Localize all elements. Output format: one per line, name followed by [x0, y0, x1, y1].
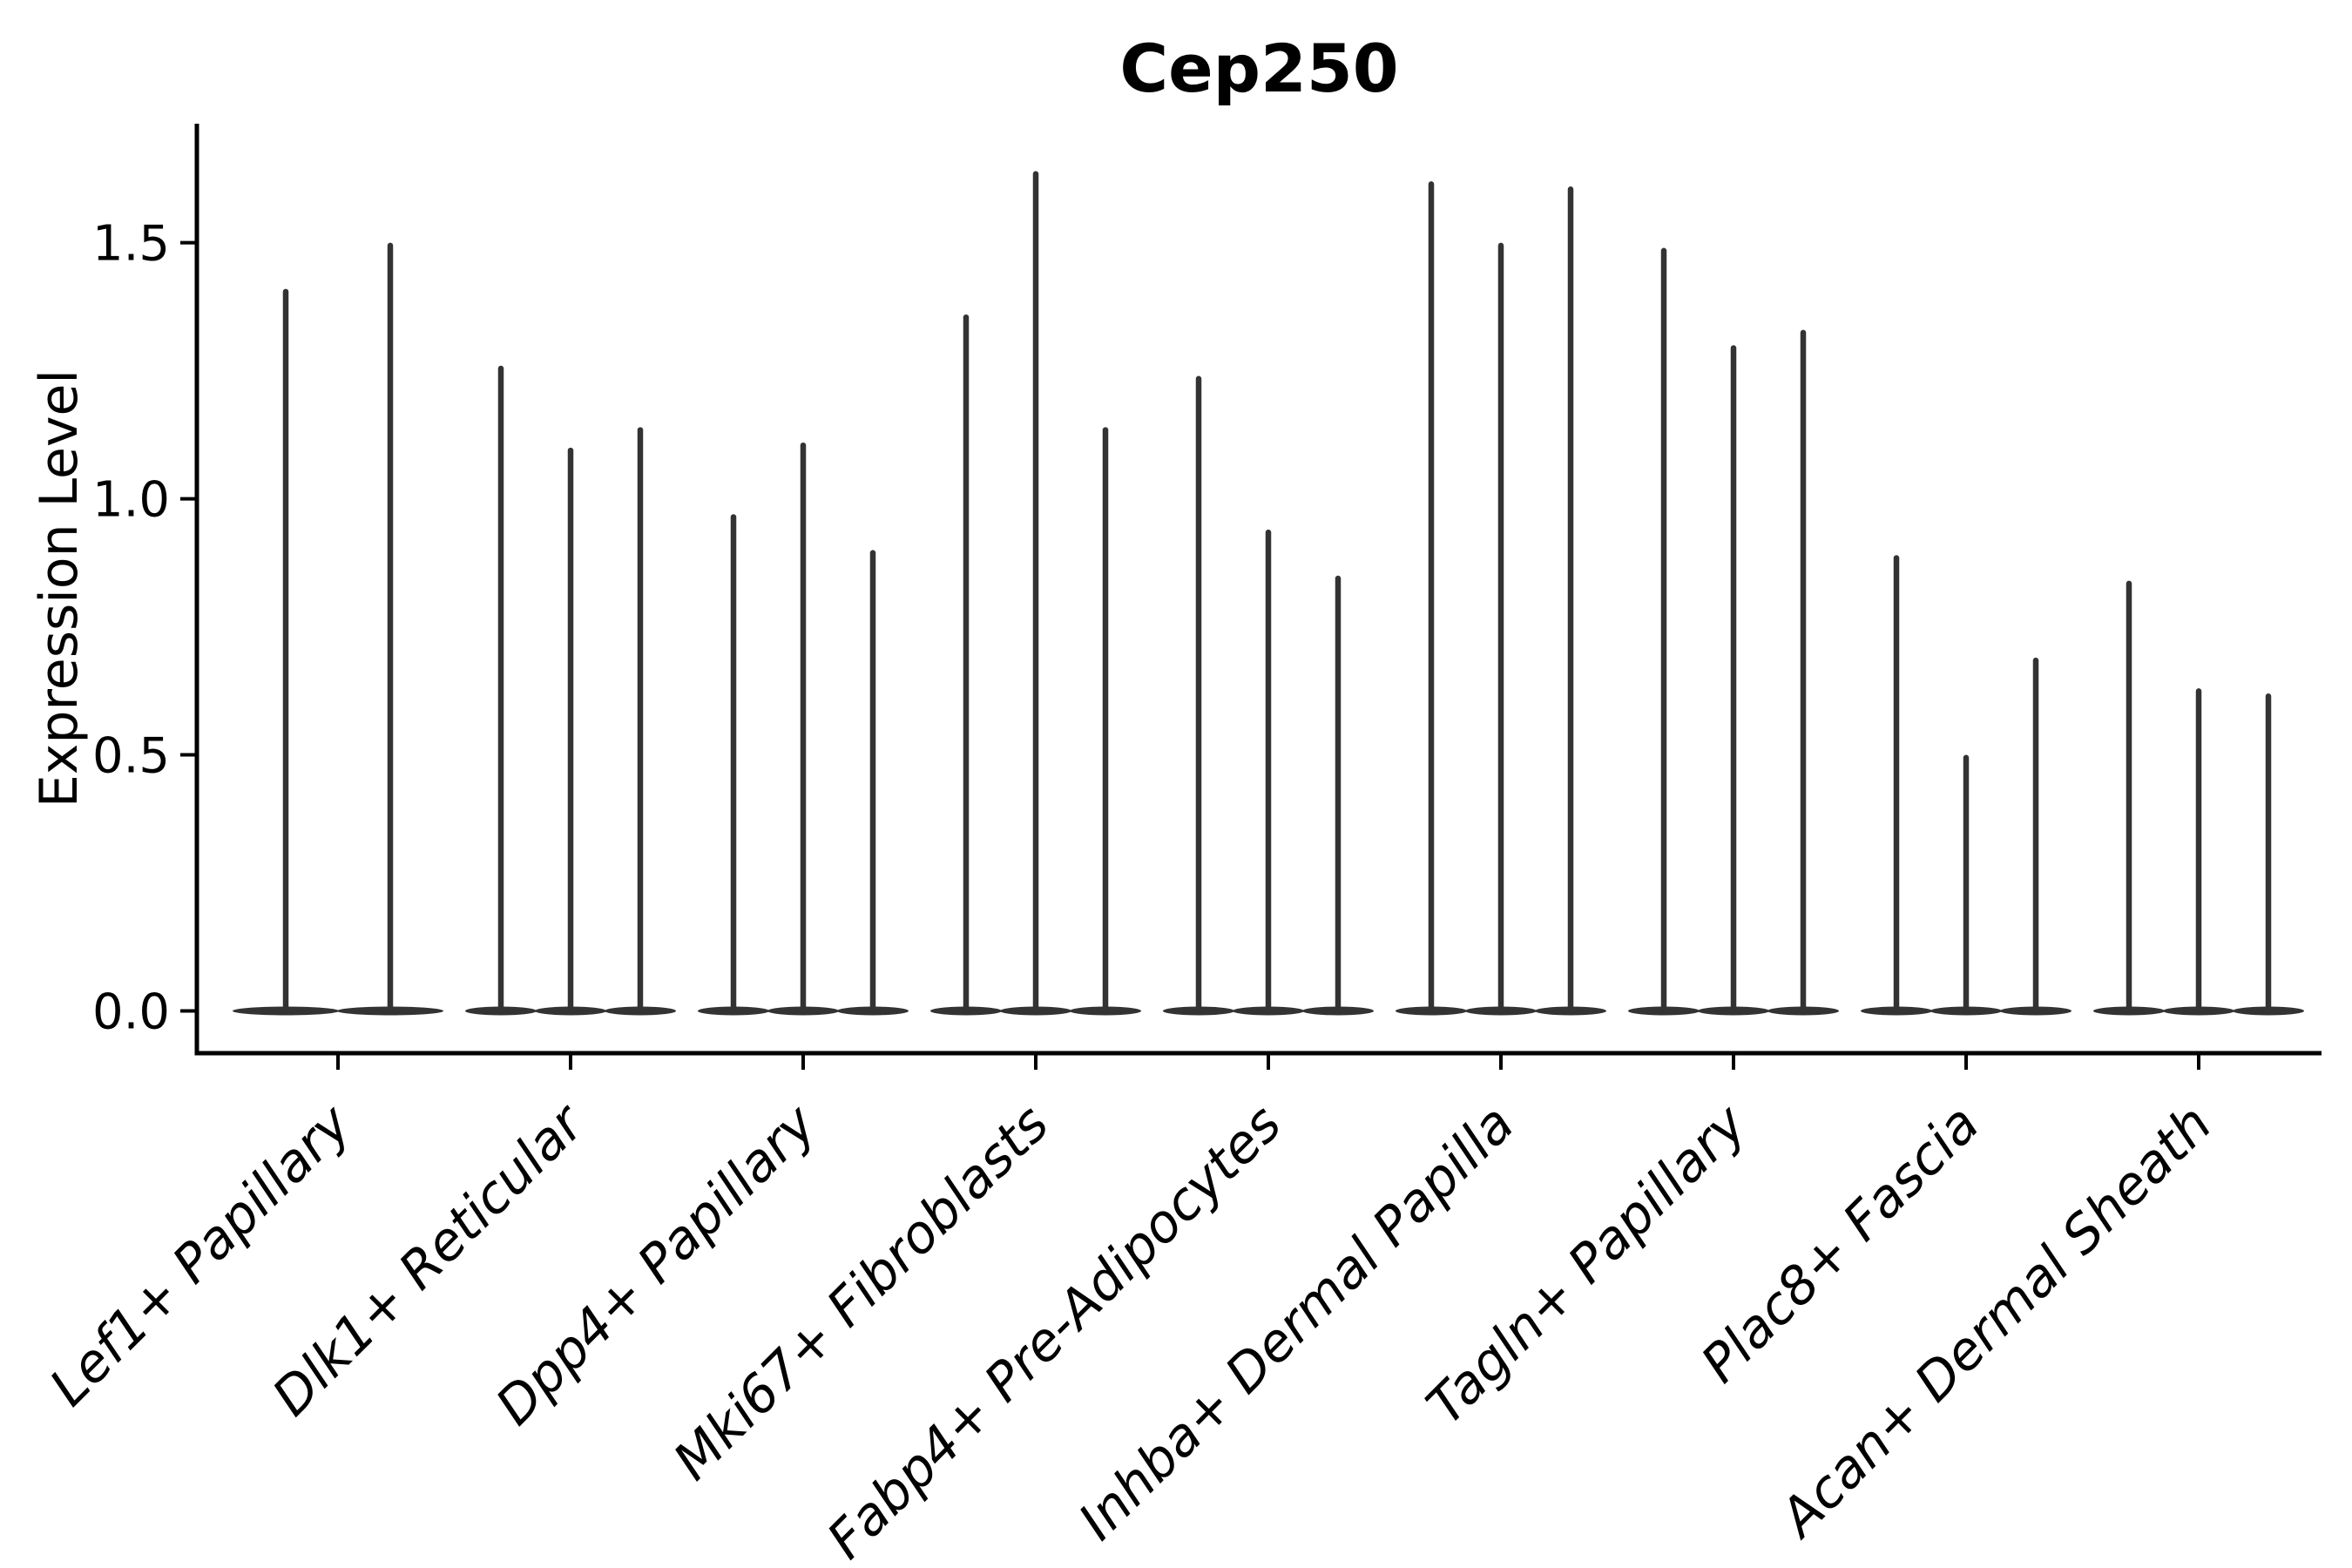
- violin-needle: [963, 314, 970, 1011]
- violin-needle: [1567, 186, 1574, 1011]
- violin-needle: [282, 288, 289, 1011]
- violin-needle: [1730, 345, 1737, 1011]
- violin-group: [1861, 555, 2072, 1016]
- violin-needle: [1660, 247, 1667, 1011]
- violin-needle: [2265, 693, 2272, 1011]
- violin-needle: [497, 365, 504, 1011]
- violin-needle: [1497, 242, 1504, 1011]
- x-tick-label: Mki67+ Fibroblasts: [662, 1093, 1061, 1492]
- violin-needle: [1800, 329, 1807, 1011]
- y-axis-label: Expression Level: [29, 369, 90, 808]
- violin-needle: [567, 447, 574, 1011]
- violin-group: [465, 365, 676, 1016]
- y-tick-label: 1.0: [92, 472, 170, 529]
- violin-needle: [1335, 575, 1342, 1011]
- violin-group: [1163, 375, 1374, 1016]
- x-tick-label: Inhba+ Dermal Papilla: [1067, 1093, 1525, 1551]
- violin-needle: [1032, 171, 1039, 1011]
- violin-needle: [1428, 181, 1435, 1011]
- violin-needle: [637, 427, 644, 1011]
- violin-needle: [387, 242, 394, 1011]
- violin-group: [1628, 247, 1839, 1016]
- violin-needle: [869, 550, 876, 1011]
- violin-needle: [1963, 754, 1970, 1011]
- violin-needle: [800, 442, 807, 1011]
- y-tick-label: 1.5: [92, 216, 170, 273]
- chart-title: Cep250: [1119, 30, 1398, 107]
- violin-needle: [2032, 657, 2039, 1011]
- violin-group: [233, 242, 443, 1016]
- violin-needle: [2195, 688, 2202, 1011]
- y-tick-label: 0.5: [92, 728, 170, 785]
- violin-needle: [1102, 427, 1109, 1011]
- y-tick-label: 0.0: [92, 984, 170, 1041]
- violin-needle: [1195, 375, 1202, 1011]
- violin-needle: [1893, 555, 1900, 1011]
- violin-group: [1396, 181, 1606, 1016]
- violin-needle: [1265, 529, 1272, 1011]
- x-tick-label: Fabp4+ Pre-Adipocytes: [815, 1093, 1293, 1568]
- violin-needle: [730, 514, 737, 1011]
- violin-group: [2093, 580, 2304, 1016]
- violin-needle: [2126, 580, 2132, 1011]
- x-tick-label: Acan+ Dermal Sheath: [1767, 1093, 2224, 1551]
- violin-group: [698, 442, 909, 1016]
- violin-group: [930, 171, 1141, 1016]
